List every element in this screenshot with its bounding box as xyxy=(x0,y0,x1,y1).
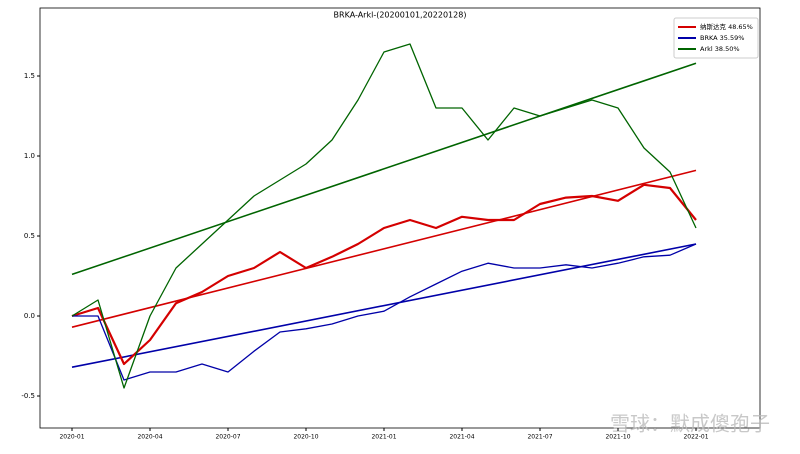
x-tick-label: 2021-01 xyxy=(371,434,396,441)
x-tick-label: 2021-07 xyxy=(527,434,552,441)
x-tick-label: 2020-10 xyxy=(293,434,318,441)
y-tick-label: 1.0 xyxy=(24,152,35,160)
trend-line xyxy=(71,169,697,328)
x-tick-label: 2022-01 xyxy=(683,434,708,441)
x-tick-label: 2020-04 xyxy=(137,434,162,441)
x-tick-label: 2021-04 xyxy=(449,434,474,441)
trend-line xyxy=(71,243,697,368)
series-line xyxy=(71,183,697,366)
y-tick-label: 0.0 xyxy=(24,312,35,320)
x-tick-label: 2020-01 xyxy=(59,434,84,441)
series-line xyxy=(71,43,697,389)
legend-label: 纳斯达克 48.65% xyxy=(700,22,753,31)
legend-label: BRKA 35.59% xyxy=(700,34,744,42)
chart-title: BRKA-Arkl-(20200101,20220128) xyxy=(334,11,467,20)
legend-label: Arkl 38.50% xyxy=(700,45,740,53)
x-tick-label: 2021-10 xyxy=(605,434,630,441)
y-tick-label: -0.5 xyxy=(21,392,35,400)
x-tick-label: 2020-07 xyxy=(215,434,240,441)
y-tick-label: 0.5 xyxy=(24,232,35,240)
trend-line xyxy=(71,62,697,276)
series-line xyxy=(72,243,697,381)
y-tick-label: 1.5 xyxy=(24,72,35,80)
plot-frame xyxy=(39,7,761,429)
watermark: 雪球：默成傻孢子 xyxy=(610,412,770,436)
